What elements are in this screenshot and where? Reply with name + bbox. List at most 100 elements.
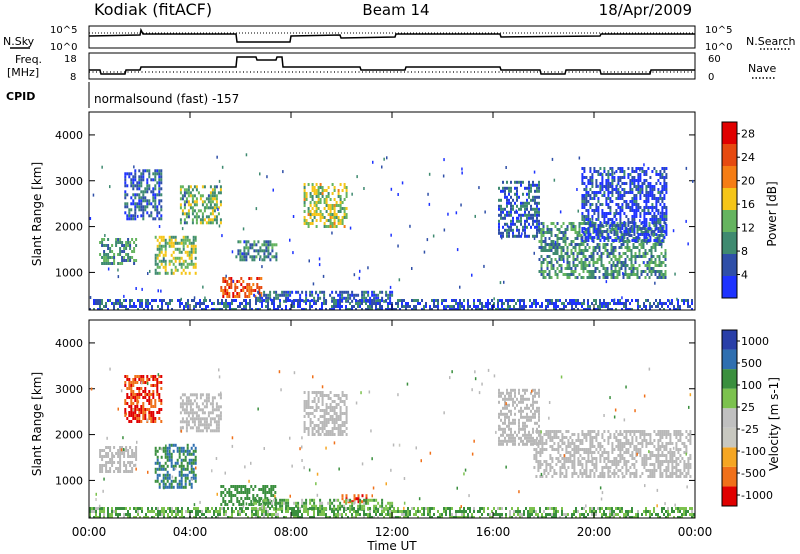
velocity-cell — [323, 424, 326, 427]
power-cell — [245, 302, 247, 305]
power-cell — [487, 305, 489, 308]
power-cell — [637, 302, 639, 305]
power-cell — [526, 207, 528, 211]
power-cell — [614, 258, 617, 261]
velocity-cell — [597, 442, 600, 445]
velocity-cell — [250, 503, 253, 506]
velocity-cell — [132, 384, 135, 387]
power-cell — [630, 225, 633, 228]
power-cell — [191, 212, 194, 216]
power-cell — [611, 179, 614, 182]
velocity-cell — [595, 463, 598, 466]
power-cell — [341, 222, 344, 225]
velocity-cell — [301, 498, 304, 502]
power-cell — [337, 210, 340, 213]
power-cell — [321, 290, 324, 294]
power-cell — [526, 225, 528, 229]
power-cell — [618, 246, 621, 249]
power-cell — [158, 253, 161, 257]
power-cell — [349, 302, 351, 305]
power-cell — [327, 195, 330, 198]
power-cell — [610, 252, 613, 255]
power-cell — [275, 255, 278, 259]
power-cell — [152, 172, 155, 176]
velocity-ylabel: Slant Range [km] — [30, 372, 44, 476]
velocity-cell — [569, 454, 572, 457]
power-cell — [587, 233, 590, 236]
power-cell — [305, 302, 307, 305]
power-cell — [623, 305, 625, 308]
power-cell — [195, 185, 198, 189]
power-cell — [425, 302, 427, 305]
power-cell — [194, 238, 197, 242]
power-cell — [390, 187, 393, 191]
velocity-cell — [142, 408, 145, 411]
power-cell — [610, 276, 613, 279]
power-cell — [560, 258, 563, 261]
power-cell — [132, 187, 135, 191]
power-cell — [333, 213, 336, 216]
power-cell — [538, 210, 540, 214]
velocity-cell — [136, 375, 139, 378]
velocity-cell — [389, 501, 392, 505]
power-cell — [481, 305, 483, 308]
power-cell — [124, 196, 127, 200]
velocity-cell — [601, 469, 604, 472]
power-cell — [186, 265, 189, 269]
power-cell — [621, 233, 624, 236]
velocity-cell — [136, 414, 139, 417]
power-cell — [630, 264, 633, 267]
power-cell — [107, 308, 109, 310]
power-cell — [132, 193, 135, 197]
velocity-cell — [252, 494, 255, 497]
power-cell — [556, 222, 559, 225]
power-cell — [622, 264, 625, 267]
power-cell — [259, 172, 261, 176]
power-cell — [473, 302, 475, 305]
velocity-cell — [295, 504, 298, 508]
velocity-cell — [182, 449, 185, 453]
velocity-cell — [158, 393, 161, 396]
power-cell — [148, 184, 151, 188]
velocity-cell — [178, 455, 181, 459]
velocity-cell — [283, 501, 286, 505]
power-cell — [534, 201, 536, 205]
power-cell — [309, 204, 312, 207]
power-cell — [435, 305, 437, 308]
power-cell — [193, 185, 196, 189]
power-cell — [574, 228, 577, 231]
velocity-cell — [617, 454, 620, 457]
power-cell — [248, 295, 251, 298]
power-cell — [590, 255, 593, 258]
power-cell — [578, 246, 581, 249]
power-cell — [335, 225, 338, 228]
power-cell — [117, 262, 120, 265]
power-cell — [603, 302, 605, 305]
power-cell — [621, 188, 624, 191]
power-cell — [506, 201, 508, 205]
velocity-cell — [170, 479, 173, 483]
power-cell — [607, 170, 610, 173]
power-cell — [625, 227, 628, 230]
power-cell — [131, 250, 134, 253]
velocity-cell — [142, 378, 145, 381]
power-cell — [665, 191, 668, 194]
power-cell — [587, 221, 590, 224]
velocity-cell — [285, 498, 288, 502]
power-cell — [624, 267, 627, 270]
velocity-cell — [168, 446, 171, 450]
velocity-cell — [321, 427, 324, 430]
power-cell — [519, 308, 521, 310]
power-cell — [512, 231, 514, 235]
power-cell — [617, 188, 620, 191]
power-cell — [628, 273, 631, 276]
velocity-cell — [138, 393, 141, 396]
power-heatmap — [89, 153, 694, 310]
power-cell — [588, 261, 591, 264]
velocity-cell — [124, 408, 127, 411]
power-cell — [587, 236, 590, 239]
power-cell — [512, 198, 514, 202]
power-cell — [123, 250, 126, 253]
power-cell — [121, 241, 124, 244]
velocity-cell — [217, 426, 220, 430]
